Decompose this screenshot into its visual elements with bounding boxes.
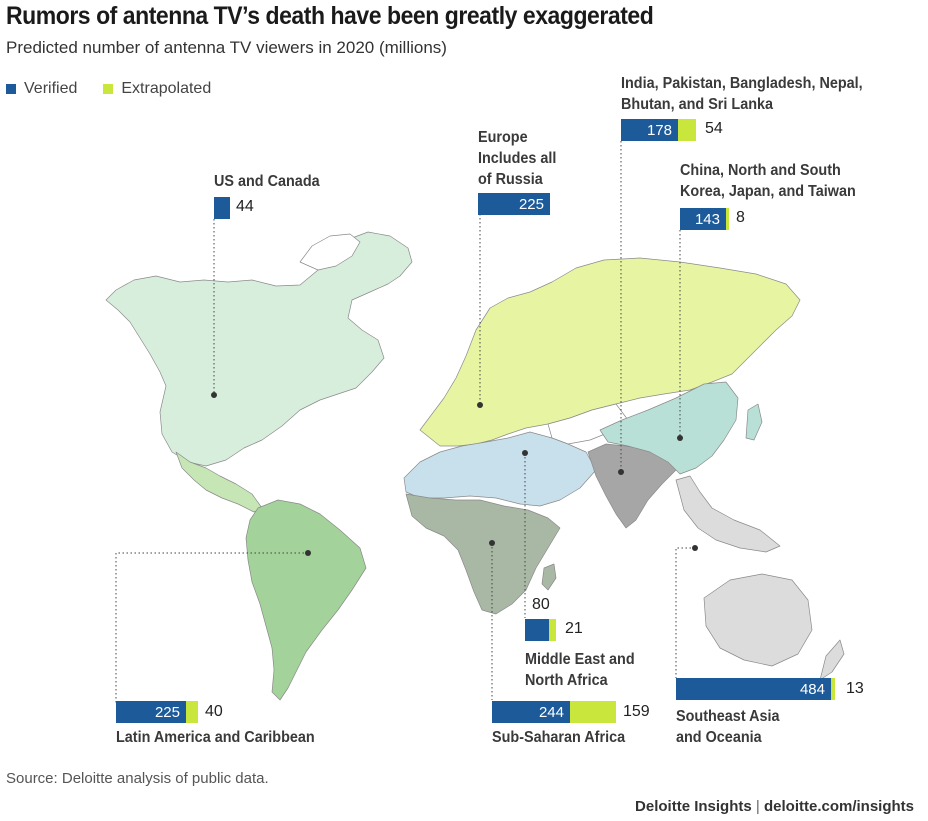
- connector-latin-america: [115, 552, 308, 704]
- source-note: Source: Deloitte analysis of public data…: [6, 770, 269, 787]
- bar-sub-saharan-verified: 244: [492, 701, 570, 723]
- anchor-south-asia: [618, 469, 624, 475]
- bar-se-asia-verified: 484: [676, 678, 831, 700]
- map-region-north-america: [105, 231, 413, 467]
- anchor-se-asia: [692, 545, 698, 551]
- bar-sub-saharan-extrapolated: [570, 701, 616, 723]
- footer-separator: |: [755, 798, 760, 815]
- footer-credit: Deloitte Insights | deloitte.com/insight…: [635, 798, 914, 815]
- value-se-asia: 13: [846, 680, 864, 697]
- label-mena-1: Middle East and: [525, 651, 635, 668]
- connector-se-asia: [675, 547, 695, 678]
- legend-verified-label: Verified: [24, 80, 78, 97]
- bar-south-asia-verified: 178: [621, 119, 678, 141]
- bar-europe-verified: 225: [478, 193, 550, 215]
- label-us-canada: US and Canada: [214, 173, 320, 190]
- label-east-asia-1: China, North and South: [680, 162, 841, 179]
- bar-europe: 225: [478, 193, 550, 215]
- label-latin-america: Latin America and Caribbean: [116, 729, 315, 746]
- bar-latin-america-verified: 225: [116, 701, 186, 723]
- label-europe-2: Includes all: [478, 150, 557, 167]
- bar-mena: [525, 619, 556, 641]
- value-south-asia: 54: [705, 120, 723, 137]
- bar-south-asia-extrapolated: [678, 119, 696, 141]
- label-europe-1: Europe: [478, 129, 528, 146]
- map-region-madagascar: [541, 563, 557, 591]
- map-region-greenland: [299, 233, 361, 271]
- bar-sub-saharan: 244: [492, 701, 616, 723]
- label-europe-3: of Russia: [478, 171, 543, 188]
- value-sub-saharan: 159: [623, 703, 650, 720]
- map-region-se-asia: [675, 475, 781, 553]
- page-title: Rumors of antenna TV’s death have been g…: [6, 2, 654, 30]
- bar-east-asia-extrapolated: [726, 208, 729, 230]
- bar-mena-verified: [525, 619, 549, 641]
- bar-latin-america: 225: [116, 701, 198, 723]
- bar-latin-america-extrapolated: [186, 701, 198, 723]
- legend-extrapolated-swatch: [103, 84, 114, 94]
- value-us-canada: 44: [236, 198, 254, 215]
- subtitle: Predicted number of antenna TV viewers i…: [6, 38, 447, 57]
- label-south-asia-1: India, Pakistan, Bangladesh, Nepal,: [621, 75, 863, 92]
- value-mena-verified: 80: [532, 596, 550, 613]
- legend-extrapolated-label: Extrapolated: [121, 80, 212, 97]
- bar-mena-extrapolated: [549, 619, 556, 641]
- label-mena-2: North Africa: [525, 672, 608, 689]
- bar-se-asia: 484: [676, 678, 835, 700]
- anchor-latin-america: [305, 550, 311, 556]
- legend-extrapolated: Extrapolated: [103, 80, 211, 98]
- anchor-europe: [477, 402, 483, 408]
- bar-us-canada: [214, 197, 230, 219]
- value-mena-extrapolated: 21: [565, 620, 583, 637]
- label-south-asia-2: Bhutan, and Sri Lanka: [621, 96, 774, 113]
- bar-east-asia: 143: [680, 208, 729, 230]
- footer-url[interactable]: deloitte.com/insights: [763, 798, 914, 815]
- bar-se-asia-extrapolated: [831, 678, 835, 700]
- anchor-sub-saharan: [489, 540, 495, 546]
- bar-east-asia-verified: 143: [680, 208, 726, 230]
- legend: Verified Extrapolated: [6, 80, 237, 98]
- bar-us-canada-verified: [214, 197, 230, 219]
- label-se-asia-1: Southeast Asia: [676, 708, 780, 725]
- legend-verified-swatch: [6, 84, 16, 94]
- map-region-east-asia: [599, 381, 739, 475]
- value-east-asia: 8: [736, 209, 745, 226]
- map-region-latin-america: [245, 499, 367, 701]
- label-se-asia-2: and Oceania: [676, 729, 762, 746]
- legend-verified: Verified: [6, 80, 77, 98]
- map-region-new-zealand: [819, 639, 845, 681]
- map-region-australia: [703, 573, 813, 667]
- footer-brand: Deloitte Insights: [635, 798, 752, 815]
- anchor-us-canada: [211, 392, 217, 398]
- label-sub-saharan: Sub-Saharan Africa: [492, 729, 626, 746]
- anchor-east-asia: [677, 435, 683, 441]
- bar-south-asia: 178: [621, 119, 696, 141]
- anchor-mena: [522, 450, 528, 456]
- map-region-europe-russia: [419, 257, 801, 447]
- label-east-asia-2: Korea, Japan, and Taiwan: [680, 183, 856, 200]
- value-latin-america: 40: [205, 703, 223, 720]
- map-region-sub-saharan: [405, 493, 561, 615]
- map-region-japan: [745, 403, 763, 441]
